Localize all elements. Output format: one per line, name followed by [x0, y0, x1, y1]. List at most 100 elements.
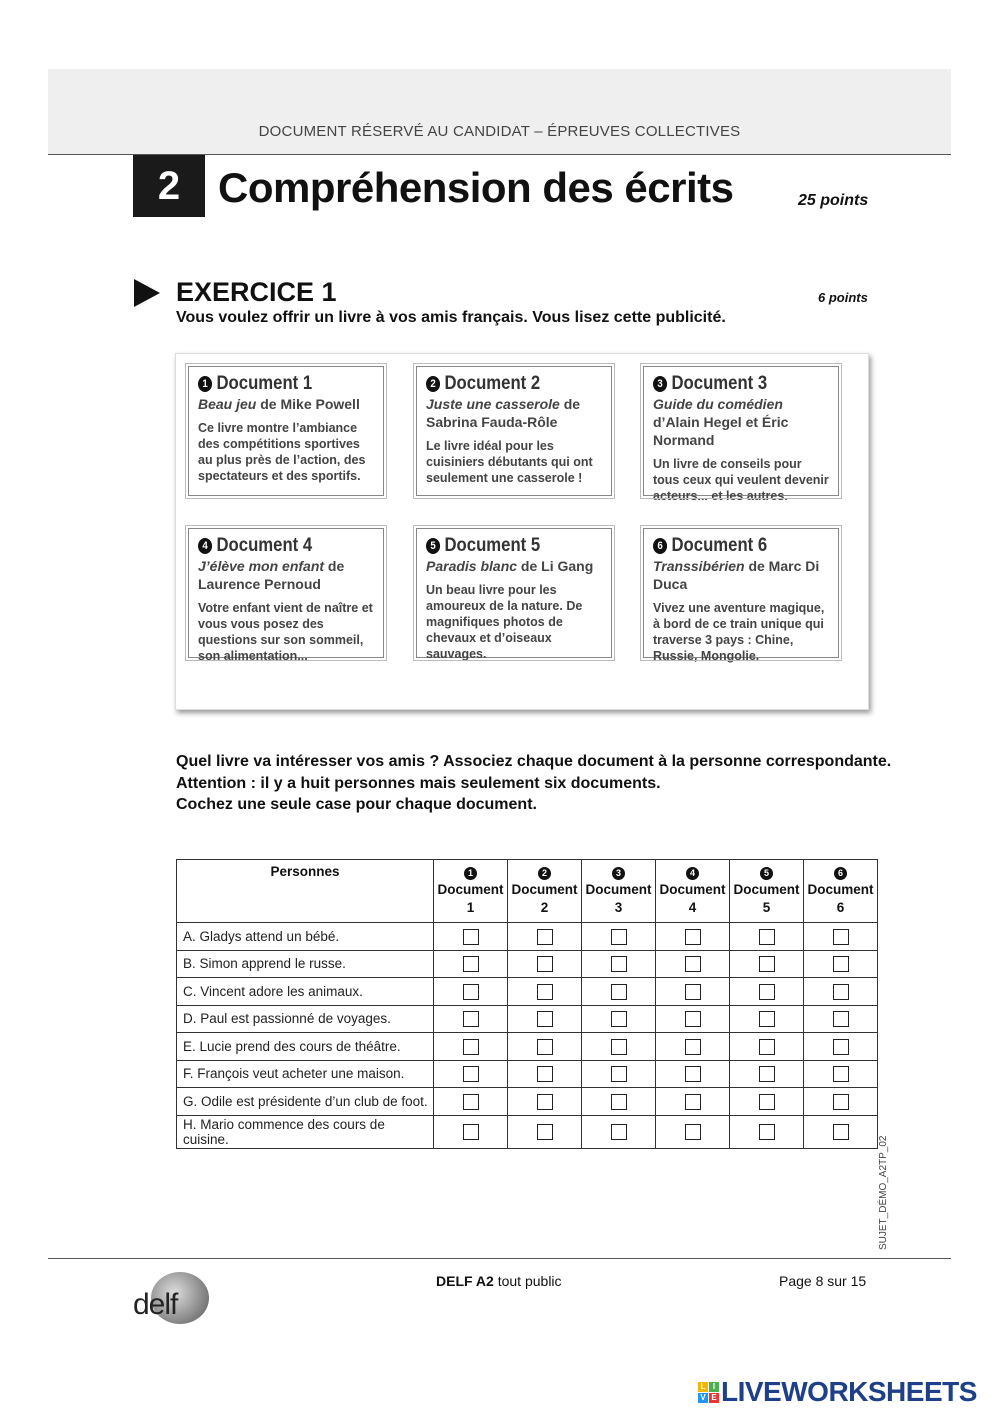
- answer-cell: [729, 1004, 804, 1033]
- document-title: 4 Document 4: [198, 535, 353, 557]
- answer-checkbox[interactable]: [684, 983, 701, 1000]
- answer-checkbox[interactable]: [462, 956, 479, 973]
- answer-checkbox[interactable]: [536, 1038, 553, 1055]
- answer-cell: [581, 922, 656, 951]
- column-label: Document: [733, 882, 800, 897]
- answer-cell: [581, 977, 656, 1006]
- answer-checkbox[interactable]: [758, 1066, 775, 1083]
- answer-checkbox[interactable]: [684, 1038, 701, 1055]
- column-label: Document: [437, 882, 504, 897]
- answer-checkbox[interactable]: [536, 1011, 553, 1028]
- number-badge-icon: 1: [464, 867, 477, 880]
- answer-cell: [507, 1059, 582, 1088]
- section-number: 2: [133, 155, 205, 217]
- answer-checkbox[interactable]: [832, 983, 849, 1000]
- answer-checkbox[interactable]: [462, 1011, 479, 1028]
- answer-cell: [655, 977, 730, 1006]
- header-document-3: 3 Document 3: [581, 859, 656, 923]
- number-badge-icon: 1: [198, 376, 213, 392]
- answer-cell: [433, 1032, 508, 1061]
- answer-checkbox[interactable]: [462, 1124, 479, 1141]
- answer-checkbox[interactable]: [758, 1038, 775, 1055]
- column-number: 4: [688, 900, 697, 915]
- brand-letter: E: [709, 1392, 719, 1403]
- answer-checkbox[interactable]: [832, 1093, 849, 1110]
- header-document-1: 1 Document 1: [433, 859, 508, 923]
- person-label: H. Mario commence des cours de cuisine.: [176, 1114, 434, 1149]
- answer-checkbox[interactable]: [462, 983, 479, 1000]
- answer-checkbox[interactable]: [610, 1038, 627, 1055]
- answer-checkbox[interactable]: [462, 1093, 479, 1110]
- answer-checkbox[interactable]: [758, 1093, 775, 1110]
- answer-checkbox[interactable]: [536, 1124, 553, 1141]
- table-row: A. Gladys attend un bébé.: [176, 922, 878, 951]
- document-title: 1 Document 1: [198, 373, 353, 395]
- answer-checkbox[interactable]: [610, 983, 627, 1000]
- header-document-4: 4 Document 4: [655, 859, 730, 923]
- answer-cell: [655, 1032, 730, 1061]
- document-card: 2 Document 2 Juste une casserole de Sabri…: [413, 363, 615, 499]
- instruction-line: Attention : il y a huit personnes mais s…: [176, 774, 661, 792]
- answer-checkbox[interactable]: [462, 1038, 479, 1055]
- answer-cell: [655, 949, 730, 978]
- book-author: de Marc Di Duca: [653, 558, 820, 592]
- answer-checkbox[interactable]: [758, 1124, 775, 1141]
- answer-checkbox[interactable]: [758, 956, 775, 973]
- answer-checkbox[interactable]: [684, 928, 701, 945]
- instruction-line: Cochez une seule case pour chaque docume…: [176, 796, 537, 813]
- answer-checkbox[interactable]: [610, 928, 627, 945]
- answer-checkbox[interactable]: [684, 1066, 701, 1083]
- document-card: 5 Document 5 Paradis blanc de Li Gang Un …: [413, 525, 615, 661]
- answer-checkbox[interactable]: [684, 1124, 701, 1141]
- answer-checkbox[interactable]: [832, 1011, 849, 1028]
- brand-letter: I: [709, 1381, 719, 1392]
- answer-checkbox[interactable]: [684, 956, 701, 973]
- answer-checkbox[interactable]: [758, 928, 775, 945]
- book-author: de Sabrina Fauda-Rôle: [426, 396, 581, 430]
- book-info: J’élève mon enfant de Laurence Pernoud: [198, 557, 374, 593]
- answer-checkbox[interactable]: [462, 1066, 479, 1083]
- answer-checkbox[interactable]: [536, 928, 553, 945]
- answer-checkbox[interactable]: [832, 1066, 849, 1083]
- book-author: de Li Gang: [517, 558, 594, 574]
- answer-checkbox[interactable]: [610, 1066, 627, 1083]
- answer-checkbox[interactable]: [536, 983, 553, 1000]
- answer-cell: [729, 1087, 804, 1116]
- book-title: J’élève mon enfant: [198, 558, 325, 574]
- answer-checkbox[interactable]: [684, 1093, 701, 1110]
- answer-cell: [507, 922, 582, 951]
- answer-checkbox[interactable]: [684, 1011, 701, 1028]
- answer-checkbox[interactable]: [610, 1124, 627, 1141]
- answer-checkbox[interactable]: [758, 983, 775, 1000]
- book-info: Juste une casserole de Sabrina Fauda-Rôl…: [426, 395, 602, 431]
- header-document-2: 2 Document 2: [507, 859, 582, 923]
- answer-cell: [729, 1059, 804, 1088]
- answer-checkbox[interactable]: [832, 1038, 849, 1055]
- answer-checkbox[interactable]: [462, 928, 479, 945]
- answer-checkbox[interactable]: [832, 928, 849, 945]
- column-label: Document: [807, 882, 874, 897]
- column-label: Document: [585, 882, 652, 897]
- answer-checkbox[interactable]: [832, 1124, 849, 1141]
- answer-checkbox[interactable]: [610, 1011, 627, 1028]
- answer-checkbox[interactable]: [832, 956, 849, 973]
- answer-cell: [433, 1114, 508, 1149]
- number-badge-icon: 3: [612, 867, 625, 880]
- answer-checkbox[interactable]: [758, 1011, 775, 1028]
- answer-cell: [729, 1114, 804, 1149]
- answer-checkbox[interactable]: [536, 1066, 553, 1083]
- document-card: 1 Document 1 Beau jeu de Mike Powell Ce l…: [185, 363, 387, 499]
- document-card: 3 Document 3 Guide du comédien d’Alain He…: [640, 363, 842, 503]
- answer-checkbox[interactable]: [536, 1093, 553, 1110]
- book-info: Guide du comédien d’Alain Hegel et Éric …: [653, 395, 829, 449]
- book-title: Juste une casserole: [426, 396, 560, 412]
- document-title: 2 Document 2: [426, 373, 581, 395]
- instruction-line: Quel livre va intéresser vos amis ? Asso…: [176, 753, 892, 770]
- answer-checkbox[interactable]: [536, 956, 553, 973]
- header-text: DOCUMENT RÉSERVÉ AU CANDIDAT – ÉPREUVES …: [258, 123, 741, 140]
- answer-checkbox[interactable]: [610, 1093, 627, 1110]
- answer-cell: [803, 1032, 878, 1061]
- book-title: Transsibérien: [653, 558, 745, 574]
- answer-cell: [803, 1114, 878, 1149]
- answer-checkbox[interactable]: [610, 956, 627, 973]
